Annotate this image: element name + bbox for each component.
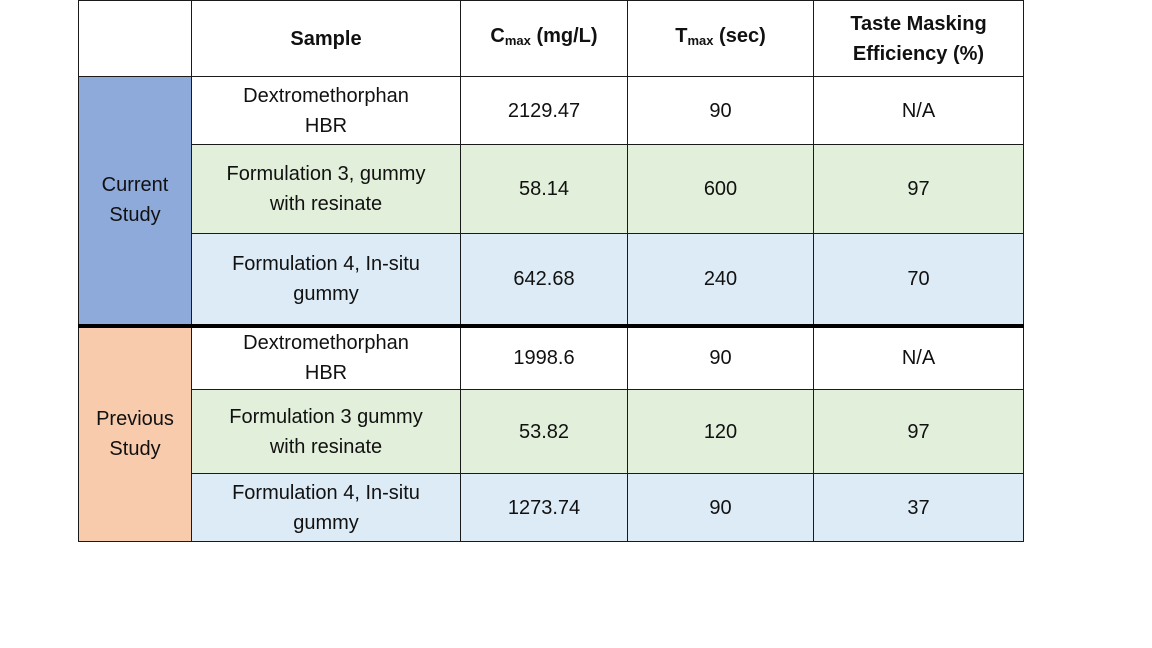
table-row: Current Study Dextromethorphan HBR 2129.… xyxy=(78,76,1024,326)
header-taste-masking: Taste Masking Efficiency (%) xyxy=(813,0,1024,77)
sample-line2: gummy xyxy=(293,282,359,305)
group-label-line1: Previous xyxy=(96,408,174,431)
sample-line2: with resinate xyxy=(269,435,383,458)
sample-line1: Formulation 4, In-situ xyxy=(232,481,420,504)
sample-line1: Formulation 3, gummy xyxy=(226,163,426,185)
group-label-line2: Study xyxy=(109,204,161,227)
header-tmax-subscript: max xyxy=(687,33,714,48)
header-cmax: Cmax (mg/L) xyxy=(460,0,628,77)
sample-line2: gummy xyxy=(293,511,359,534)
tmax-cell: 90 xyxy=(627,76,814,145)
sample-line1: Dextromethorphan xyxy=(243,332,409,355)
sample-cell: Dextromethorphan HBR xyxy=(191,323,461,390)
header-blank-cell xyxy=(78,0,192,77)
tmax-cell: 90 xyxy=(627,473,814,542)
header-tmax-base: T xyxy=(675,25,688,47)
sample-line1: Formulation 4, In-situ xyxy=(232,252,420,275)
sample-cell: Formulation 4, In-situ gummy xyxy=(191,473,461,542)
group-label-previous-study: Previous Study xyxy=(78,323,192,542)
cmax-cell: 1998.6 xyxy=(460,323,628,390)
cmax-cell: 1273.74 xyxy=(460,473,628,542)
header-cmax-unit: (mg/L) xyxy=(530,25,598,47)
header-taste-line2: Efficiency (%) xyxy=(852,42,985,65)
tmax-cell: 600 xyxy=(627,144,814,234)
sample-cell: Formulation 3 gummy with resinate xyxy=(191,389,461,474)
sample-cell: Formulation 3, gummy with resinate xyxy=(191,144,461,234)
sample-line2: with resinate xyxy=(269,193,383,215)
group-label-line1: Current xyxy=(101,174,169,197)
header-row: Sample Cmax (mg/L) Tmax (sec) Taste Mask… xyxy=(78,0,1024,77)
cmax-cell: 53.82 xyxy=(460,389,628,474)
table-row: Formulation 3 gummy with resinate 53.82 … xyxy=(79,389,1024,474)
header-cmax-base: C xyxy=(490,25,505,47)
cmax-cell: 58.14 xyxy=(460,144,628,234)
header-tmax-unit: (sec) xyxy=(713,25,766,47)
group-label-line2: Study xyxy=(109,438,161,461)
sample-line2: HBR xyxy=(304,114,348,137)
cmax-cell: 2129.47 xyxy=(460,76,628,145)
sample-line1: Dextromethorphan xyxy=(243,84,409,107)
taste-cell: 97 xyxy=(813,144,1024,234)
header-cmax-subscript: max xyxy=(504,33,531,48)
taste-cell: N/A xyxy=(813,76,1024,145)
header-sample: Sample xyxy=(191,0,461,77)
cmax-cell: 642.68 xyxy=(460,233,628,326)
taste-cell: 97 xyxy=(813,389,1024,474)
table-row: Formulation 4, In-situ gummy 642.68 240 … xyxy=(79,233,1024,326)
sample-line2: HBR xyxy=(304,362,348,385)
header-taste-line1: Taste Masking xyxy=(850,12,987,35)
taste-cell: 70 xyxy=(813,233,1024,326)
results-table: Sample Cmax (mg/L) Tmax (sec) Taste Mask… xyxy=(78,0,1024,542)
header-tmax: Tmax (sec) xyxy=(627,0,814,77)
tmax-cell: 90 xyxy=(627,323,814,390)
sample-cell: Dextromethorphan HBR xyxy=(191,76,461,145)
tmax-cell: 240 xyxy=(627,233,814,326)
sample-cell: Formulation 4, In-situ gummy xyxy=(191,233,461,326)
taste-cell: N/A xyxy=(813,323,1024,390)
table-row: Previous Study Dextromethorphan HBR 1998… xyxy=(78,323,1024,542)
table-row: Formulation 3, gummy with resinate 58.14… xyxy=(79,144,1024,234)
group-label-current-study: Current Study xyxy=(78,76,192,326)
taste-cell: 37 xyxy=(813,473,1024,542)
sample-line1: Formulation 3 gummy xyxy=(229,405,423,428)
tmax-cell: 120 xyxy=(627,389,814,474)
table-row: Formulation 4, In-situ gummy 1273.74 90 … xyxy=(79,473,1024,542)
